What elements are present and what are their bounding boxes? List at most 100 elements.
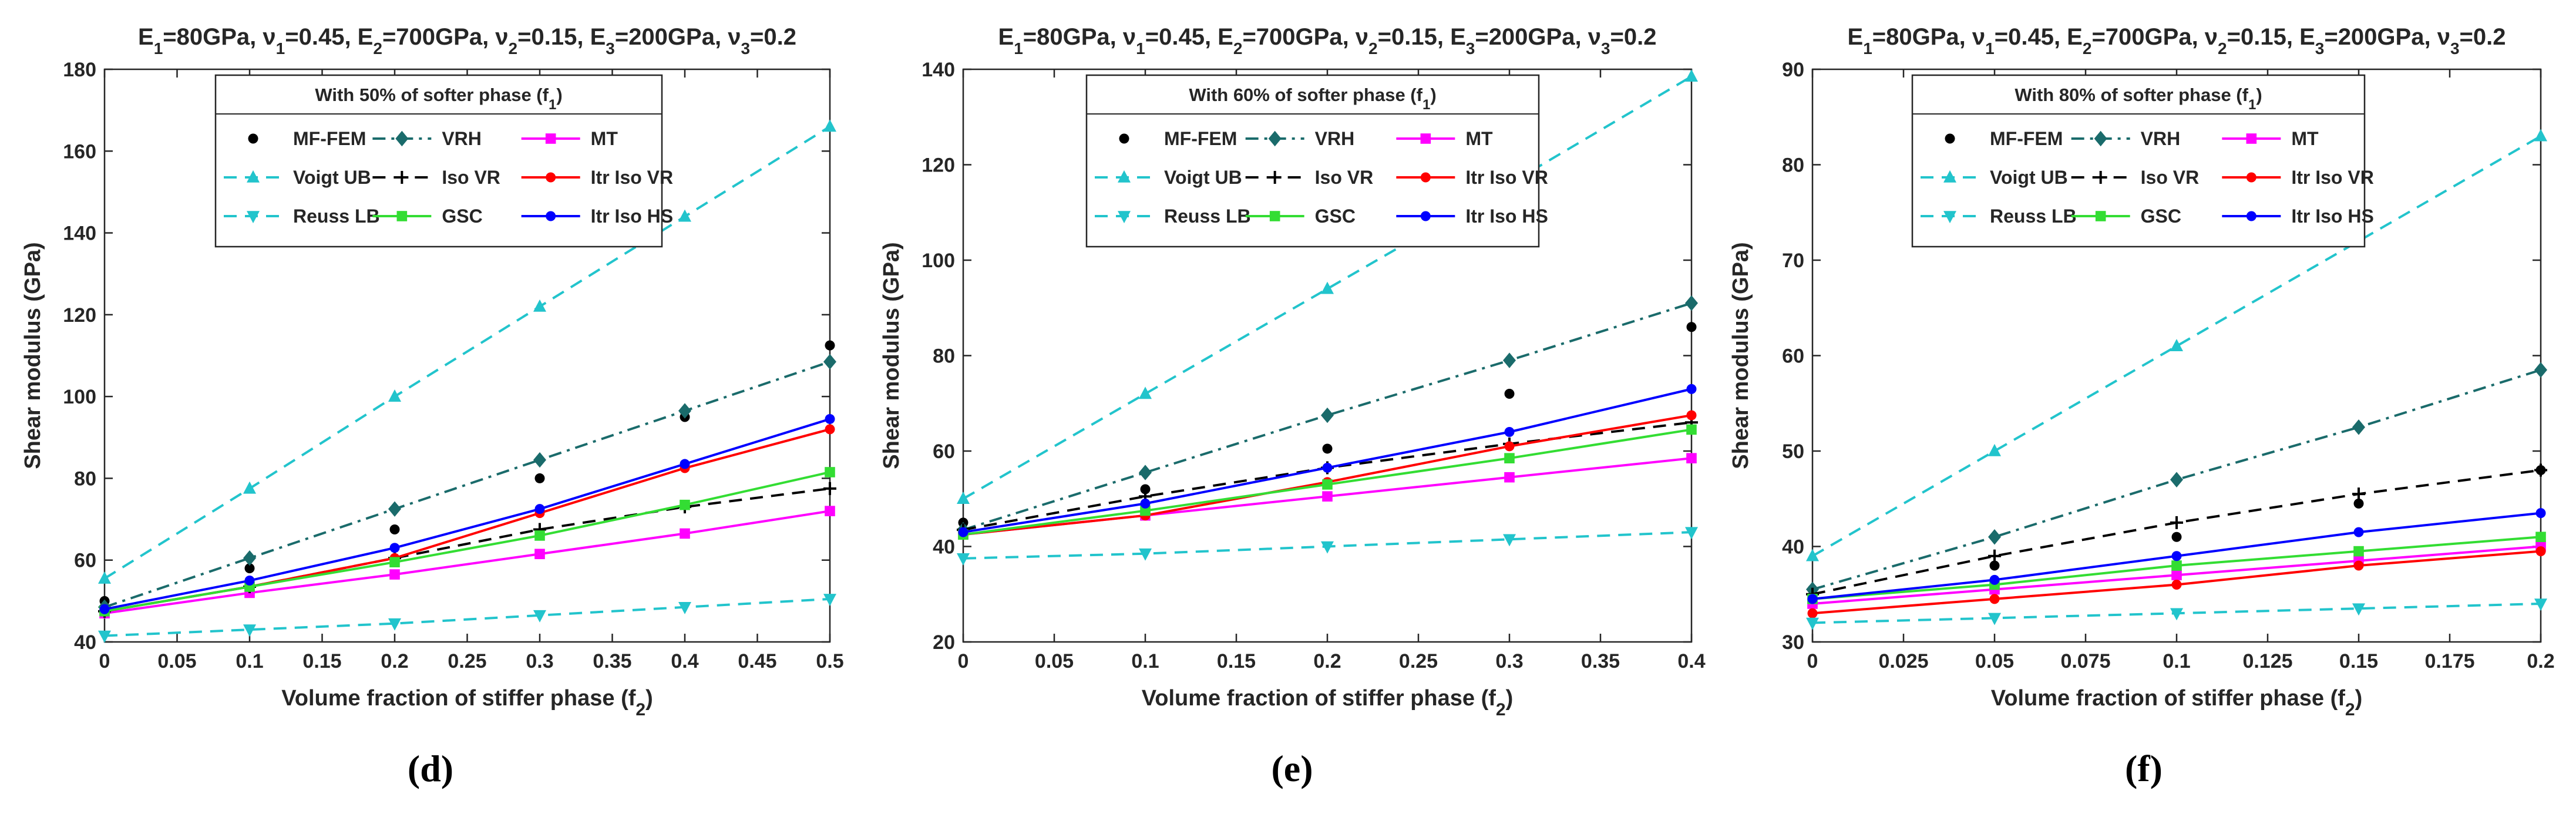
- x-tick-label: 0.125: [2242, 650, 2292, 672]
- data-point: [388, 389, 401, 402]
- legend-marker: [247, 211, 260, 224]
- legend-entry: GSC: [2071, 206, 2181, 227]
- chart-panel-1: E1=80GPa, ν1=0.45, E2=700GPa, ν2=0.15, E…: [21, 24, 844, 789]
- y-tick-label: 40: [1782, 536, 1804, 559]
- data-point: [1989, 594, 2000, 604]
- legend-marker: [1945, 133, 1955, 144]
- legend: With 60% of softer phase (f1) MF-FEM VRH MT…: [1085, 74, 1548, 248]
- legend-marker: [2095, 211, 2106, 221]
- legend-label: VRH: [1315, 128, 1355, 149]
- legend-label: Iso VR: [1315, 167, 1374, 188]
- legend-label: Reuss LB: [1164, 206, 1251, 227]
- legend-marker: [1943, 211, 1956, 224]
- x-tick-label: 0.2: [2527, 650, 2554, 672]
- x-tick-label: 0.5: [816, 650, 843, 672]
- data-point: [825, 340, 835, 351]
- series-itr-iso-hs: [1807, 508, 2546, 604]
- legend-marker: [247, 170, 260, 183]
- legend-entry: MT: [521, 128, 618, 149]
- legend-label: MT: [2291, 128, 2319, 149]
- legend-marker: [2246, 133, 2257, 144]
- data-point: [1140, 505, 1151, 516]
- legend-entry: Voigt UB: [1921, 167, 2068, 188]
- legend-entry: GSC: [372, 206, 483, 227]
- x-tick-label: 0.35: [1581, 650, 1620, 672]
- data-point: [1322, 479, 1333, 490]
- chart-header: E1=80GPa, ν1=0.45, E2=700GPa, ν2=0.15, E…: [998, 24, 1657, 58]
- data-point: [2535, 532, 2546, 543]
- data-point: [2353, 498, 2364, 509]
- data-point: [533, 452, 546, 468]
- legend-entry: MF-FEM: [248, 128, 366, 149]
- x-tick-label: 0.1: [236, 650, 263, 672]
- legend-label: Reuss LB: [1990, 206, 2077, 227]
- y-tick-label: 40: [933, 536, 955, 559]
- legend-entry: Voigt UB: [224, 167, 371, 188]
- y-tick-label: 90: [1782, 59, 1804, 81]
- legend-entry: Reuss LB: [1921, 206, 2077, 227]
- data-point: [2352, 603, 2365, 616]
- x-tick-label: 0.05: [1975, 650, 2014, 672]
- y-tick-label: 80: [933, 345, 955, 368]
- data-point: [1686, 424, 1697, 435]
- series-voigt-ub: [98, 119, 836, 584]
- data-point: [1504, 389, 1515, 399]
- data-point: [2353, 546, 2364, 557]
- x-axis-label: Volume fraction of stiffer phase (f2): [1991, 686, 2362, 719]
- legend-marker: [546, 172, 556, 183]
- legend-marker: [1269, 211, 1280, 221]
- data-point: [678, 403, 691, 419]
- legend-marker: [1268, 171, 1282, 184]
- chart-header: E1=80GPa, ν1=0.45, E2=700GPa, ν2=0.15, E…: [138, 24, 796, 58]
- legend-entry: Itr Iso VR: [521, 167, 673, 188]
- data-point: [2535, 508, 2546, 519]
- data-point: [2534, 463, 2547, 477]
- data-point: [534, 504, 545, 514]
- data-point: [825, 424, 835, 435]
- data-point: [1989, 574, 2000, 585]
- x-tick-label: 0.05: [1035, 650, 1074, 672]
- data-point: [1322, 462, 1333, 473]
- chart-panel-2: E1=80GPa, ν1=0.45, E2=700GPa, ν2=0.15, E…: [879, 24, 1706, 789]
- legend-label: GSC: [442, 206, 482, 227]
- x-tick-label: 0.45: [738, 650, 776, 672]
- data-point: [1321, 541, 1334, 554]
- chart-header: E1=80GPa, ν1=0.45, E2=700GPa, ν2=0.15, E…: [1848, 24, 2506, 58]
- data-point: [957, 492, 970, 504]
- data-point: [1321, 281, 1334, 294]
- data-point: [2353, 560, 2364, 571]
- data-point: [1139, 465, 1152, 480]
- legend-title: With 60% of softer phase (f1): [1189, 85, 1436, 113]
- legend-marker: [2094, 171, 2107, 184]
- legend-box: [214, 74, 663, 248]
- data-point: [2170, 608, 2183, 621]
- y-tick-label: 60: [933, 440, 955, 463]
- legend: With 50% of softer phase (f1) MF-FEM VRH MT…: [214, 74, 673, 248]
- data-point: [534, 549, 545, 560]
- data-point: [1685, 527, 1698, 540]
- data-point: [823, 482, 836, 495]
- series-line: [104, 418, 830, 611]
- series-itr-iso-hs: [99, 413, 835, 614]
- data-point: [1503, 534, 1516, 547]
- legend-marker: [2094, 130, 2107, 147]
- y-tick-label: 180: [63, 59, 96, 81]
- data-point: [243, 624, 256, 637]
- data-point: [534, 530, 545, 541]
- data-point: [1989, 560, 2000, 571]
- data-point: [1988, 529, 2001, 545]
- panel-label: (e): [1271, 748, 1313, 789]
- x-tick-label: 0.15: [2339, 650, 2378, 672]
- legend-marker: [546, 211, 556, 221]
- series-line: [104, 471, 830, 613]
- data-point: [98, 630, 111, 643]
- data-point: [1807, 594, 1818, 604]
- data-point: [678, 602, 691, 614]
- data-point: [533, 299, 546, 312]
- x-tick-label: 0: [99, 650, 110, 672]
- legend-label: Itr Iso VR: [2291, 167, 2373, 188]
- data-point: [389, 569, 400, 580]
- series-itr-iso-hs: [958, 384, 1697, 537]
- series-line: [104, 510, 830, 615]
